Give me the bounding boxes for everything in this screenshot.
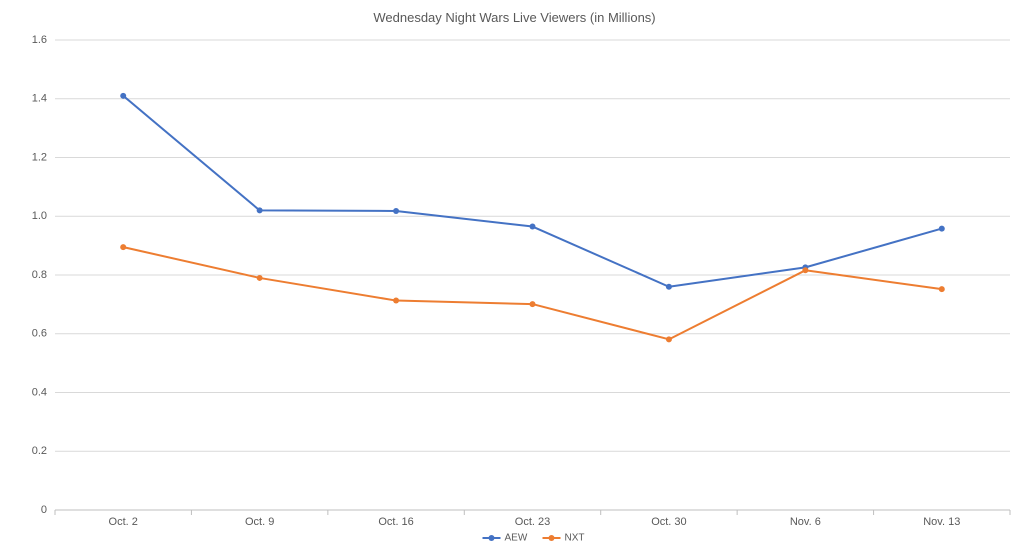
series-marker-nxt <box>939 286 945 292</box>
y-tick-label: 1.4 <box>32 93 47 105</box>
series-marker-nxt <box>802 267 808 273</box>
series-line-nxt <box>123 247 942 339</box>
series-marker-nxt <box>666 336 672 342</box>
x-tick-label: Oct. 9 <box>245 516 274 528</box>
line-chart: 0 0.2 0.4 0.6 0.8 1.0 1.2 1.4 1.6 Oct. 2 Oct. 9 Oct… <box>0 0 1029 548</box>
y-tick-label: 0.4 <box>32 386 47 398</box>
y-tick-label: 1.6 <box>32 34 47 46</box>
y-tick-label: 1.2 <box>32 151 47 163</box>
series-marker-nxt <box>120 244 126 250</box>
series-marker-nxt <box>530 301 536 307</box>
x-tick-label: Oct. 30 <box>651 516 686 528</box>
chart-title: Wednesday Night Wars Live Viewers (in Mi… <box>0 10 1029 25</box>
series-line-aew <box>123 96 942 287</box>
x-tick-label: Nov. 6 <box>790 516 821 528</box>
y-tick-label: 0 <box>41 504 47 516</box>
series-marker-aew <box>393 208 399 214</box>
series-marker-aew <box>120 93 126 99</box>
x-tick-label: Oct. 2 <box>109 516 138 528</box>
series-marker-nxt <box>257 275 263 281</box>
x-tick-label: Oct. 23 <box>515 516 550 528</box>
series-marker-nxt <box>393 298 399 304</box>
legend: AEW NXT <box>483 533 585 544</box>
y-tick-label: 0.8 <box>32 269 47 281</box>
y-tick-label: 0.2 <box>32 445 47 457</box>
legend-label-nxt: NXT <box>565 533 585 544</box>
series-marker-aew <box>530 224 536 230</box>
x-tick-label: Oct. 16 <box>378 516 413 528</box>
x-tick-label: Nov. 13 <box>923 516 960 528</box>
legend-label-aew: AEW <box>505 533 528 544</box>
series-marker-aew <box>257 207 263 213</box>
y-tick-label: 0.6 <box>32 328 47 340</box>
series-marker-aew <box>666 284 672 290</box>
series-marker-aew <box>939 226 945 232</box>
chart-container: Wednesday Night Wars Live Viewers (in Mi… <box>0 0 1029 548</box>
y-tick-label: 1.0 <box>32 210 47 222</box>
